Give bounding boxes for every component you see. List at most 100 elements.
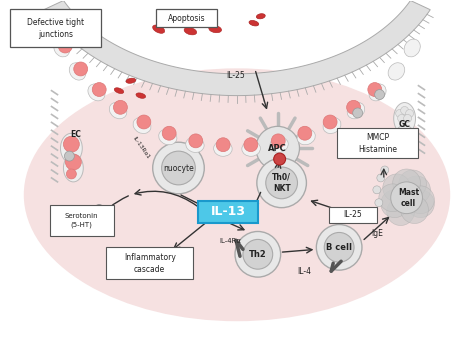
Circle shape — [216, 138, 230, 152]
Ellipse shape — [64, 154, 83, 182]
Circle shape — [137, 115, 151, 129]
Text: EC: EC — [70, 130, 81, 139]
Circle shape — [398, 115, 406, 122]
Text: IL-25: IL-25 — [227, 71, 246, 80]
Circle shape — [399, 170, 427, 198]
Circle shape — [266, 167, 298, 199]
Text: nuocyte: nuocyte — [163, 163, 194, 173]
Circle shape — [64, 151, 74, 161]
Circle shape — [324, 233, 354, 262]
Circle shape — [396, 110, 404, 117]
Circle shape — [189, 134, 203, 148]
Circle shape — [401, 196, 428, 223]
Circle shape — [243, 239, 273, 269]
Circle shape — [406, 110, 413, 117]
Circle shape — [373, 186, 381, 194]
Circle shape — [392, 184, 420, 212]
Ellipse shape — [323, 118, 341, 133]
Ellipse shape — [214, 141, 232, 156]
Ellipse shape — [153, 25, 164, 33]
Circle shape — [235, 232, 281, 277]
Ellipse shape — [184, 27, 197, 35]
Text: IgE: IgE — [371, 229, 383, 238]
Bar — [155, 9, 217, 27]
Bar — [106, 247, 193, 279]
Circle shape — [153, 142, 204, 194]
Text: B cell: B cell — [326, 243, 352, 252]
Text: Serotonin
(5-HT): Serotonin (5-HT) — [64, 213, 98, 228]
Circle shape — [323, 115, 337, 129]
Bar — [10, 9, 101, 47]
Text: Inflammatory
cascade: Inflammatory cascade — [124, 253, 176, 274]
Text: APC: APC — [268, 144, 287, 153]
Circle shape — [298, 126, 312, 140]
Bar — [50, 205, 114, 237]
Circle shape — [407, 190, 434, 218]
Circle shape — [404, 115, 411, 122]
Ellipse shape — [270, 137, 288, 152]
Ellipse shape — [394, 102, 416, 134]
Circle shape — [113, 100, 128, 114]
Bar — [198, 201, 258, 222]
Circle shape — [392, 169, 420, 197]
Polygon shape — [44, 0, 430, 96]
Ellipse shape — [109, 102, 127, 119]
Circle shape — [273, 153, 286, 165]
Text: IL-25: IL-25 — [344, 210, 363, 219]
Circle shape — [64, 136, 79, 152]
Circle shape — [381, 190, 409, 218]
Circle shape — [383, 174, 410, 202]
Ellipse shape — [209, 26, 221, 33]
Ellipse shape — [388, 63, 405, 80]
Bar — [329, 207, 377, 222]
Circle shape — [58, 39, 72, 53]
Ellipse shape — [256, 14, 265, 19]
Ellipse shape — [369, 84, 386, 101]
Ellipse shape — [169, 16, 182, 23]
Ellipse shape — [347, 102, 365, 119]
Circle shape — [244, 138, 258, 152]
Circle shape — [66, 169, 76, 179]
Ellipse shape — [249, 21, 259, 26]
Ellipse shape — [395, 125, 415, 147]
Ellipse shape — [186, 137, 204, 152]
Circle shape — [398, 133, 411, 147]
Circle shape — [377, 174, 385, 182]
Circle shape — [375, 199, 383, 207]
Circle shape — [374, 90, 384, 99]
Circle shape — [92, 83, 106, 96]
Circle shape — [162, 151, 195, 185]
Circle shape — [316, 224, 362, 270]
Circle shape — [391, 182, 422, 214]
Ellipse shape — [297, 129, 315, 145]
Ellipse shape — [126, 78, 136, 83]
Circle shape — [346, 100, 361, 114]
Circle shape — [368, 83, 382, 96]
Circle shape — [401, 106, 409, 115]
Ellipse shape — [24, 68, 450, 321]
Ellipse shape — [88, 84, 105, 101]
Circle shape — [74, 62, 88, 76]
Ellipse shape — [194, 15, 207, 23]
Circle shape — [387, 198, 415, 225]
Text: IL-4: IL-4 — [298, 267, 311, 276]
Ellipse shape — [159, 129, 177, 145]
Ellipse shape — [61, 133, 82, 163]
Circle shape — [256, 126, 300, 170]
Bar — [337, 128, 419, 158]
Text: MMCP
Histamine: MMCP Histamine — [358, 133, 397, 154]
Text: Apoptosis: Apoptosis — [168, 14, 205, 23]
Circle shape — [257, 158, 306, 208]
Ellipse shape — [114, 88, 124, 94]
Text: Th2: Th2 — [249, 250, 267, 259]
Text: IL-4Rα: IL-4Rα — [219, 238, 241, 244]
Ellipse shape — [54, 39, 70, 57]
Ellipse shape — [133, 118, 151, 133]
Text: GC: GC — [399, 120, 410, 129]
Text: IL-13: IL-13 — [210, 205, 246, 218]
Circle shape — [402, 176, 430, 204]
Ellipse shape — [69, 63, 86, 80]
Text: Th0/
NKT: Th0/ NKT — [272, 173, 291, 193]
Ellipse shape — [242, 141, 260, 156]
Circle shape — [379, 184, 407, 212]
